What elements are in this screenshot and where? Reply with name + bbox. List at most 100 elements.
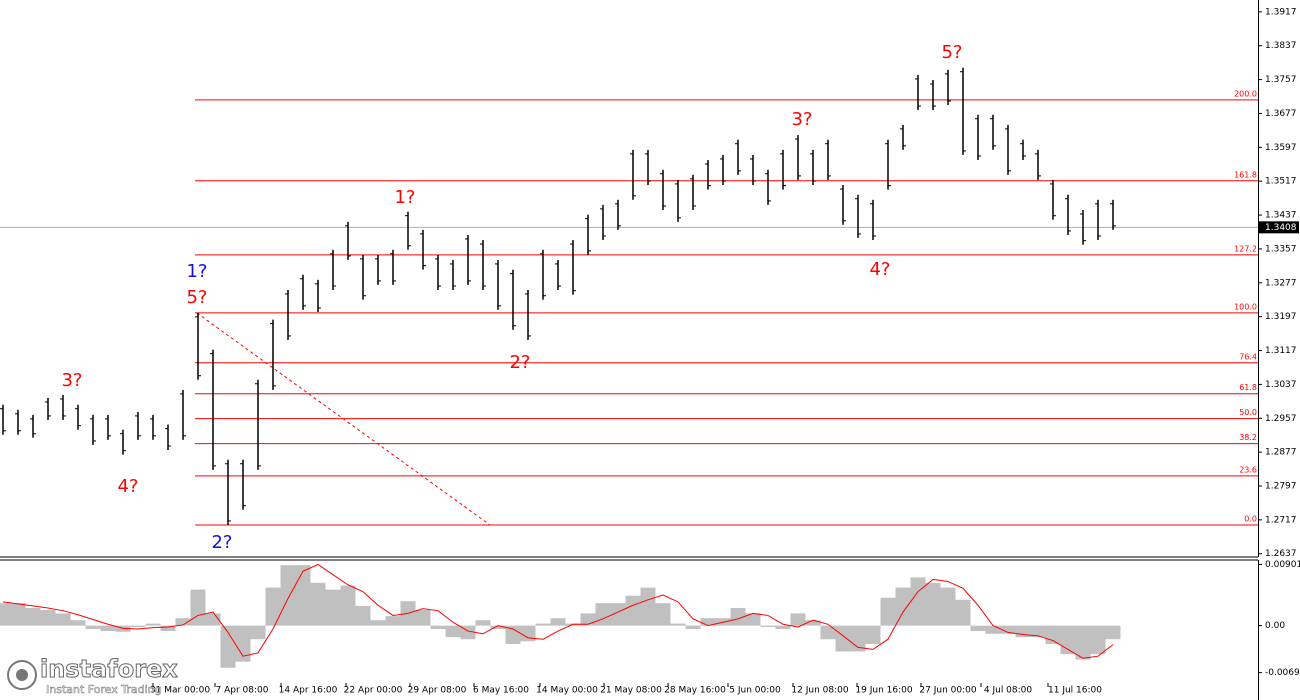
histogram-bar [550, 618, 566, 626]
x-tick-label: 12 Jun 08:00 [791, 686, 848, 696]
indicator-tick-label: -0.00692 [1265, 668, 1300, 678]
fib-label: 0.0 [1244, 514, 1257, 523]
histogram-bar [160, 625, 176, 632]
histogram-bar [595, 603, 611, 626]
histogram-bar [730, 607, 746, 626]
y-tick-label: 1.3917 [1265, 7, 1297, 17]
histogram-bar [745, 613, 761, 626]
histogram-bar [670, 623, 686, 626]
x-tick-label: 28 May 16:00 [664, 686, 726, 696]
y-tick-label: 1.3597 [1265, 143, 1297, 153]
histogram-bar [25, 607, 41, 626]
y-tick-label: 1.2877 [1265, 448, 1297, 458]
y-tick-label: 1.3837 [1265, 41, 1297, 51]
fib-label: 127.2 [1234, 244, 1257, 253]
x-tick-label: 19 Jun 16:00 [855, 686, 912, 696]
x-tick-label: 21 May 08:00 [600, 686, 662, 696]
histogram-bar [10, 603, 26, 626]
wave-label: 3? [61, 370, 82, 391]
histogram-bar [280, 565, 296, 626]
fib-label: 76.4 [1239, 352, 1257, 361]
marks: 1.3917 1.3837 1.3757 1.3677 1.3597 1.3517 1.34… [0, 7, 1300, 696]
fib-label: 38.2 [1239, 433, 1257, 442]
y-tick-label: 1.2717 [1265, 515, 1297, 525]
x-tick-label: 11 Jul 16:00 [1048, 686, 1102, 696]
watermark: instaforex Instant Forex Trading [7, 655, 179, 696]
fib-label: 61.8 [1239, 383, 1257, 392]
histogram-bar [340, 585, 356, 626]
histogram-bar [220, 625, 236, 668]
histogram-bar [685, 625, 701, 630]
brand: instaforex [40, 655, 178, 683]
wave-label: 2? [211, 532, 232, 553]
histogram-bar [790, 613, 806, 626]
histogram-bar [700, 618, 716, 626]
histogram-bar [475, 620, 491, 626]
y-tick-label: 1.3117 [1265, 346, 1297, 356]
fib-label: 161.8 [1234, 170, 1257, 179]
y-tick-label: 1.3517 [1265, 177, 1297, 187]
wave-label: 4? [117, 476, 138, 497]
wave-label: 5? [941, 42, 962, 63]
y-tick-label: 1.3677 [1265, 109, 1297, 119]
x-tick-label: 27 Jun 00:00 [919, 686, 976, 696]
histogram-bar [0, 603, 11, 626]
logo [16, 669, 28, 681]
histogram-bar [1000, 625, 1016, 634]
x-tick-label: 29 Apr 08:00 [408, 686, 467, 696]
histogram-bar [385, 616, 401, 626]
histogram-bar [775, 625, 791, 630]
histogram-bar [85, 625, 101, 630]
histogram-bar [265, 587, 281, 626]
histogram-bar [880, 597, 896, 626]
histogram-bar [175, 618, 191, 626]
x-tick-label: 7 Apr 08:00 [216, 686, 269, 696]
y-tick-label: 1.2797 [1265, 481, 1297, 491]
indicator-tick-label: 0.00 [1265, 621, 1285, 631]
histogram-bar [505, 625, 521, 644]
histogram-bar [640, 587, 656, 626]
fib-label: 200.0 [1234, 89, 1257, 98]
x-tick-label: 5 Jun 00:00 [729, 686, 781, 696]
wave-label: 5? [186, 287, 207, 308]
y-tick-label: 1.2957 [1265, 414, 1297, 424]
histogram-bar [55, 613, 71, 626]
histogram-bar [535, 623, 551, 626]
y-tick-label: 1.2637 [1265, 549, 1297, 559]
histogram-bar [415, 610, 431, 626]
histogram-bar [760, 625, 776, 627]
histogram-bar [925, 582, 941, 626]
x-tick-label: 22 Apr 00:00 [344, 686, 403, 696]
histogram-bar [805, 620, 821, 626]
y-tick-label: 1.3437 [1265, 211, 1297, 221]
y-tick-label: 1.3277 [1265, 278, 1297, 288]
histogram-bar [1105, 625, 1121, 640]
histogram-bar [145, 623, 161, 626]
histogram-bar [325, 589, 341, 626]
fib-label: 23.6 [1239, 465, 1257, 474]
histogram-bar [250, 625, 266, 640]
histogram-bar [970, 625, 986, 632]
histogram-bar [190, 589, 206, 626]
indicator-tick-label: 0.00901 [1265, 560, 1300, 570]
histogram-bar [445, 625, 461, 638]
x-tick-label: 14 Apr 16:00 [279, 686, 338, 696]
x-tick-label: 4 Jul 08:00 [984, 686, 1033, 696]
histogram-bar [865, 625, 881, 644]
histogram-bar [310, 582, 326, 626]
wave-label: 2? [509, 352, 530, 373]
y-tick-label: 1.3197 [1265, 312, 1297, 322]
x-tick-label: 14 May 00:00 [536, 686, 598, 696]
histogram-bar [940, 587, 956, 626]
wave-label: 1? [394, 187, 415, 208]
histogram-bar [370, 620, 386, 626]
y-tick-label: 1.3357 [1265, 244, 1297, 254]
histogram-bar [955, 599, 971, 626]
histogram-bar [430, 625, 446, 630]
signal-line [2, 563, 1114, 659]
tagline: Instant Forex Trading [46, 683, 162, 696]
histogram-bar [895, 587, 911, 626]
wave-label: 1? [186, 261, 207, 282]
fib-label: 100.0 [1234, 302, 1257, 311]
